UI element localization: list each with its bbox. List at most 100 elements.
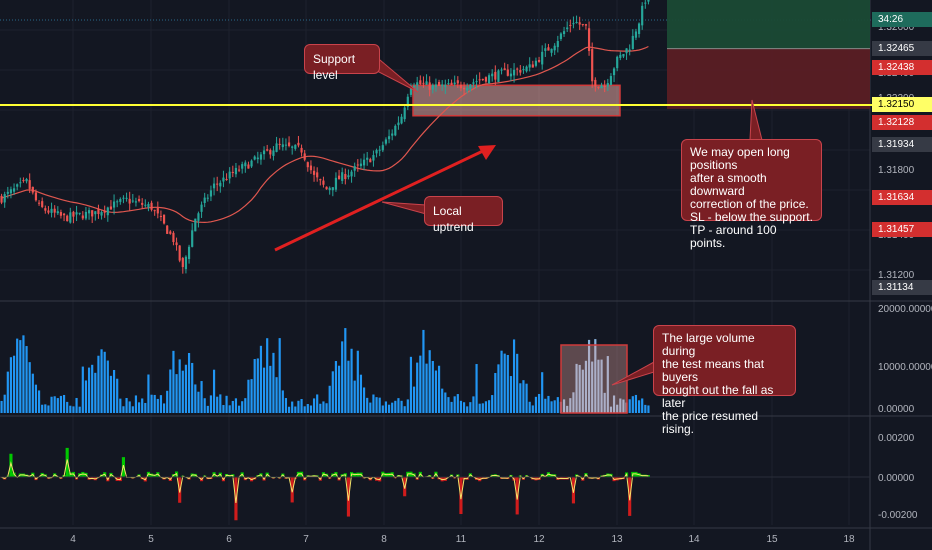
volume-bar xyxy=(384,401,388,413)
volume-bar xyxy=(506,354,509,413)
candle-body xyxy=(216,183,219,185)
annotation-local-uptrend[interactable]: Local uptrend xyxy=(424,196,503,234)
candle-body xyxy=(109,206,113,210)
candle-body xyxy=(97,208,100,215)
volume-bar xyxy=(222,405,225,413)
candle-body xyxy=(312,170,316,175)
candle-body xyxy=(559,33,563,40)
volume-bar xyxy=(278,338,281,413)
candle-body xyxy=(434,84,438,87)
candle-body xyxy=(422,82,425,84)
time-axis-label: 8 xyxy=(381,534,387,545)
volume-bar xyxy=(553,400,556,413)
candle-body xyxy=(400,116,403,124)
candle-body xyxy=(122,197,125,199)
candle-body xyxy=(509,73,513,77)
volume-bar xyxy=(128,401,131,413)
volume-bar xyxy=(144,402,147,413)
candle-body xyxy=(341,172,344,181)
volume-bar xyxy=(597,359,600,413)
annotation-volume-note[interactable]: The large volume during the test means t… xyxy=(653,325,796,436)
volume-bar xyxy=(234,398,238,413)
support-zone-rect xyxy=(412,84,621,117)
candle-body xyxy=(353,166,356,171)
volume-bar xyxy=(528,401,531,413)
candle-body xyxy=(78,212,81,214)
candle-body xyxy=(497,70,500,82)
candle-body xyxy=(50,208,53,213)
candle-body xyxy=(637,23,641,34)
moving-average-path xyxy=(1,45,649,224)
candle-body xyxy=(9,189,13,194)
volume-bar xyxy=(194,384,197,413)
candle-body xyxy=(469,84,472,89)
volume-highlight-box[interactable] xyxy=(560,344,628,414)
candle-body xyxy=(366,157,369,160)
volume-bar xyxy=(53,396,56,413)
candle-body xyxy=(578,22,581,25)
candle-body xyxy=(547,47,550,51)
volume-bar xyxy=(591,361,594,413)
candle-body xyxy=(553,45,556,51)
candle-body xyxy=(416,82,419,86)
support-zone-box[interactable] xyxy=(412,84,621,117)
candle-body xyxy=(456,80,459,84)
candle-body xyxy=(172,232,175,243)
candle-body xyxy=(191,230,194,247)
volume-bar xyxy=(266,338,269,413)
candle-body xyxy=(175,242,178,246)
annotation-trade-plan[interactable]: We may open long positions after a smoot… xyxy=(681,139,822,250)
volume-bar xyxy=(522,380,525,413)
volume-bar xyxy=(159,395,163,413)
volume-bar xyxy=(225,395,228,413)
volume-bar xyxy=(394,400,397,413)
price-tag: 1.32150 xyxy=(872,97,932,112)
annotation-support-level[interactable]: Support level xyxy=(304,44,380,82)
candle-body xyxy=(475,81,478,83)
volume-bar xyxy=(531,405,534,413)
volume-bar xyxy=(44,404,47,413)
candle-body xyxy=(537,60,541,62)
candle-body xyxy=(303,153,306,160)
volume-bar xyxy=(478,403,481,413)
volume-bar xyxy=(491,395,494,413)
volume-bar xyxy=(137,402,141,413)
candle-body xyxy=(572,23,575,25)
candle-body xyxy=(500,69,503,71)
volume-bar xyxy=(459,400,463,413)
volume-bar xyxy=(212,369,216,413)
candle-body xyxy=(534,60,538,66)
candle-body xyxy=(278,143,281,145)
volume-bar xyxy=(69,405,72,413)
volume-bar xyxy=(422,329,425,413)
volume-bar xyxy=(466,406,469,413)
long-position-box[interactable] xyxy=(667,0,870,109)
candle-body xyxy=(325,186,328,190)
volume-bar xyxy=(316,394,319,413)
volume-bar xyxy=(122,406,125,413)
trend-arrow[interactable] xyxy=(274,145,496,252)
volume-bar xyxy=(84,380,88,413)
candle-body xyxy=(606,83,609,87)
volume-bar xyxy=(516,353,519,413)
candle-body xyxy=(412,85,416,87)
candle-body xyxy=(156,208,159,214)
volume-bar xyxy=(306,404,309,413)
volume-bar xyxy=(487,400,491,413)
oscillator-axis-label: 0.00000 xyxy=(878,473,915,484)
volume-bar xyxy=(94,372,97,413)
volume-bar xyxy=(631,396,634,413)
volume-bar xyxy=(244,398,247,413)
volume-bar xyxy=(453,396,456,413)
volume-bar xyxy=(37,390,41,413)
candle-body xyxy=(22,180,25,182)
oscillator-axis-label: -0.00200 xyxy=(878,510,918,521)
volume-bar xyxy=(228,405,231,413)
candle-body xyxy=(53,208,56,213)
candle-body xyxy=(634,31,638,38)
candle-body xyxy=(478,79,481,81)
candle-body xyxy=(428,82,431,90)
candle-body xyxy=(437,82,441,86)
volume-bar xyxy=(250,379,253,413)
